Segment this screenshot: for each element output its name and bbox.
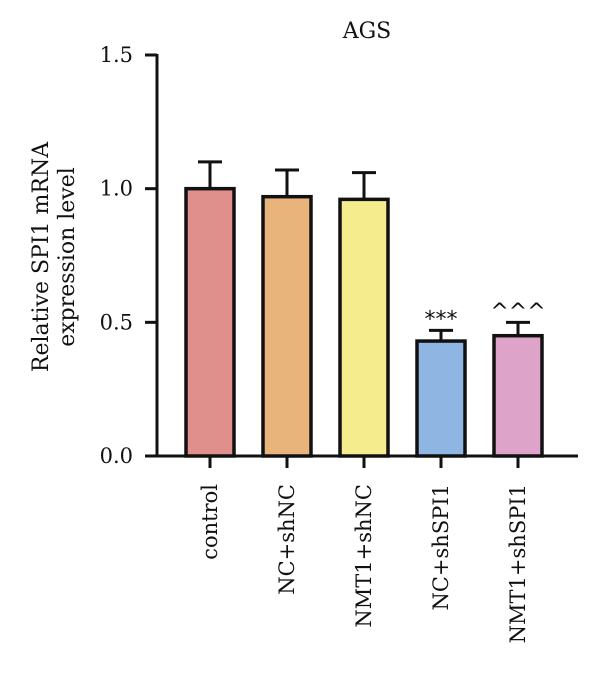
y-axis-title-line-2: expression level (55, 167, 80, 347)
y-tick-label: 1.0 (100, 177, 133, 201)
significance-marker: ^^^ (490, 299, 545, 324)
y-tick-label: 0.0 (100, 444, 133, 468)
x-tick-label: control (198, 484, 222, 560)
y-axis-title-line-1: Relative SPI1 mRNA (29, 141, 54, 372)
bar (261, 194, 313, 458)
x-axis: control NC+shNC NMT1+shNC NC+shSPI1 NMT1+shS… (155, 454, 578, 643)
bar (415, 339, 467, 458)
significance-marker: *** (425, 307, 458, 332)
y-tick-label: 0.5 (100, 310, 133, 334)
bars: *** ^^^ (184, 160, 546, 458)
y-axis-title: Relative SPI1 mRNA expression level (29, 141, 80, 372)
x-tick-label: NC+shSPI1 (429, 484, 453, 611)
x-tick-label: NMT1+shNC (352, 484, 376, 628)
bar (338, 197, 390, 458)
chart-title: AGS (342, 19, 392, 44)
y-axis: 0.0 0.5 1.0 1.5 (100, 43, 159, 468)
bar (492, 333, 544, 458)
bar (184, 186, 236, 458)
y-tick-label: 1.5 (100, 43, 133, 67)
x-tick-label: NMT1+shSPI1 (506, 484, 530, 643)
x-tick-label: NC+shNC (275, 484, 299, 595)
